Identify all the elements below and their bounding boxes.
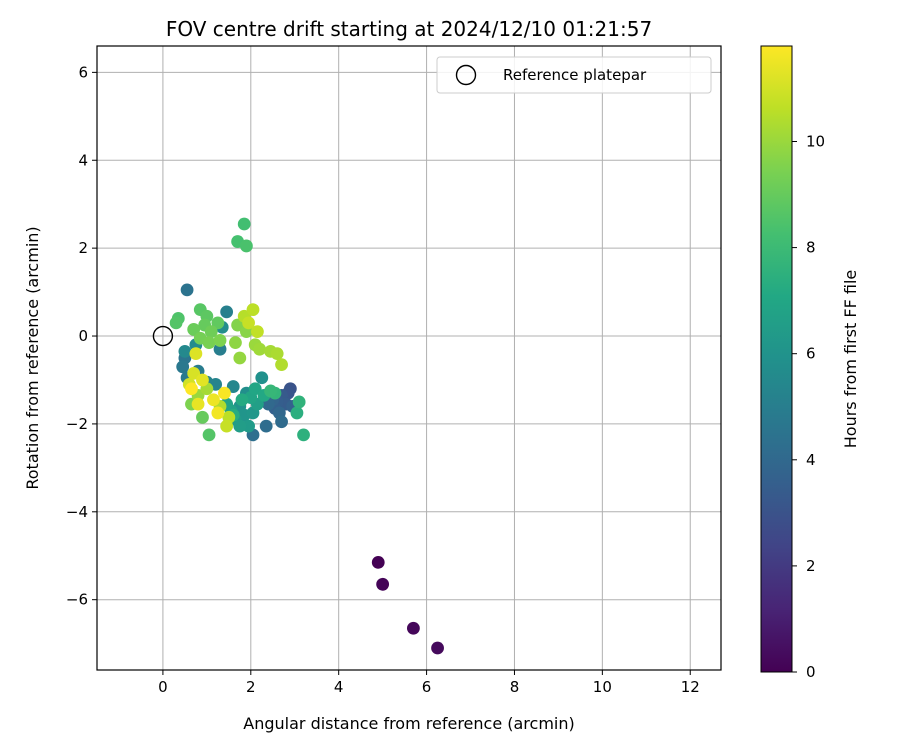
data-point [292,395,306,409]
legend-label: Reference platepar [503,66,647,84]
data-point [211,316,225,330]
y-tick-label: 6 [78,63,88,81]
x-tick-label: 2 [246,678,256,696]
data-point [250,325,264,339]
x-tick-label: 6 [422,678,432,696]
legend-box [436,56,712,94]
colorbar-tick-label: 2 [806,557,816,575]
x-tick-label: 4 [334,678,344,696]
data-point [406,621,420,635]
data-point [226,380,240,393]
data-point [240,239,253,253]
data-point [213,334,227,347]
colorbar-tick-label: 8 [806,239,816,257]
x-tick-label: 8 [510,678,520,696]
data-point [202,428,216,442]
data-point [204,325,218,339]
data-points [169,217,444,655]
x-axis-label: Angular distance from reference (arcmin) [243,714,574,733]
y-tick-label: −4 [66,503,88,521]
data-point [229,336,242,350]
data-point [213,342,227,356]
data-point [196,410,209,424]
x-axis-ticks: 0 2 4 6 8 10 12 [158,670,700,696]
x-tick-label: 12 [681,678,700,696]
data-point [220,305,234,319]
data-point [207,393,220,407]
plot-frame [96,45,722,671]
data-point [178,345,192,358]
data-point [189,347,203,361]
data-point [220,419,234,433]
colorbar: 0 2 4 6 8 10 Hours from first FF file [760,45,860,681]
data-point [191,397,205,411]
legend-marker [455,64,477,86]
data-point [180,283,194,297]
data-point [270,347,284,361]
y-tick-label: 2 [78,239,88,257]
data-point [187,323,201,336]
data-point [297,428,310,442]
data-point [264,384,277,398]
data-point [233,419,247,433]
x-tick-label: 0 [158,678,168,696]
data-point [290,406,304,420]
data-point [242,316,256,330]
data-point [185,382,198,396]
data-point [176,360,190,374]
y-tick-label: −6 [66,591,88,609]
y-tick-label: −2 [66,415,88,433]
data-point [211,406,225,420]
data-point [376,577,390,591]
colorbar-ticks: 0 2 4 6 8 10 [792,132,825,681]
data-point [253,342,266,356]
y-tick-label: 0 [78,327,88,345]
colorbar-tick-label: 10 [806,132,825,150]
y-axis-label: Rotation from reference (arcmin) [23,226,42,489]
data-point [187,366,201,380]
chart-title: FOV centre drift starting at 2024/12/10 … [166,17,652,41]
colorbar-tick-label: 0 [806,663,816,681]
data-point [237,217,251,231]
colorbar-tick-label: 6 [806,345,816,363]
legend: Reference platepar [436,56,712,94]
data-point [202,336,216,350]
data-point [248,382,262,396]
reference-platepar-marker [152,325,174,347]
x-tick-label: 10 [593,678,612,696]
y-axis-ticks: −6 −4 −2 0 2 4 6 [66,63,97,609]
data-point [275,415,288,429]
data-point [196,373,209,387]
data-point [246,303,260,317]
colorbar-gradient [760,45,793,673]
y-tick-label: 4 [78,151,88,169]
data-point [275,358,288,371]
data-point [255,371,269,385]
data-point [233,351,247,365]
data-point [235,393,249,407]
data-point [169,316,183,330]
colorbar-tick-label: 4 [806,451,816,469]
colorbar-label: Hours from first FF file [841,270,860,449]
data-point [431,641,444,655]
data-point [218,386,231,400]
data-point [259,419,273,433]
data-point [231,318,245,332]
data-point [242,419,256,433]
data-point [371,555,385,569]
